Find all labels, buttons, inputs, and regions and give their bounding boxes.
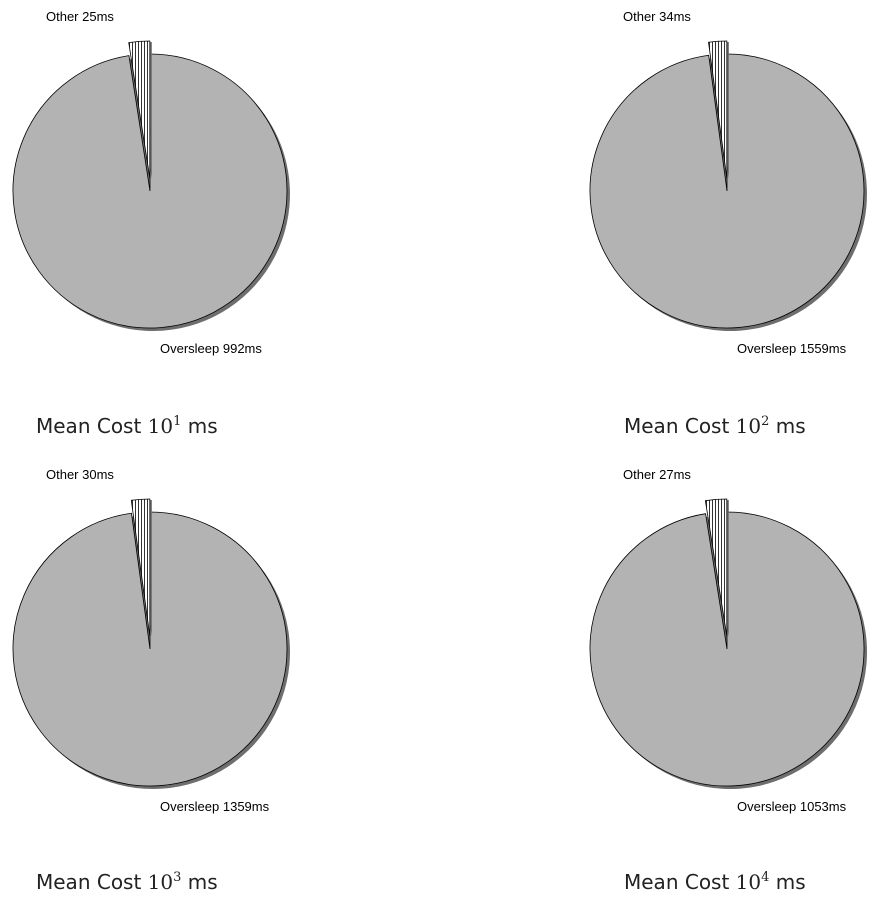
slice-oversleep [589,511,865,787]
pie-chart-2: Other 34ms Oversleep 1559ms Mean Cost 102… [577,0,877,440]
pie-svg: Other 27ms Oversleep 1053ms [589,467,868,814]
slice-label-other: Other 27ms [623,467,691,482]
caption-unit: ms [775,414,806,438]
caption-base: 10 [147,870,174,894]
caption-unit: ms [187,870,218,894]
caption-base: 10 [735,414,762,438]
slice-label-oversleep: Oversleep 1359ms [160,799,270,814]
chart-caption: Mean Cost 104 ms [624,870,806,894]
pie-chart-1: Other 25ms Oversleep 992ms Mean Cost 101 … [0,0,300,440]
caption-base: 10 [147,414,174,438]
pie-chart-4: Other 27ms Oversleep 1053ms Mean Cost 104… [577,458,877,898]
slice-other [704,498,728,637]
slice-other [708,40,728,179]
slice-oversleep [12,511,288,787]
slice-label-other: Other 25ms [46,9,114,24]
caption-unit: ms [187,414,218,438]
chart-caption: Mean Cost 103 ms [36,870,218,894]
caption-exponent: 4 [761,870,770,885]
caption-base: 10 [735,870,762,894]
pie-svg: Other 30ms Oversleep 1359ms [12,467,291,814]
slice-other [130,498,151,637]
caption-unit: ms [775,870,806,894]
slice-label-other: Other 34ms [623,9,691,24]
slice-label-other: Other 30ms [46,467,114,482]
slice-label-oversleep: Oversleep 992ms [160,341,262,356]
slice-oversleep [12,53,288,329]
pie-svg: Other 25ms Oversleep 992ms [12,9,290,356]
chart-caption: Mean Cost 102 ms [624,414,806,438]
caption-exponent: 2 [761,414,770,429]
slice-label-oversleep: Oversleep 1053ms [737,799,847,814]
caption-exponent: 3 [173,870,182,885]
caption-exponent: 1 [173,414,182,429]
caption-prefix: Mean Cost [36,414,142,438]
caption-prefix: Mean Cost [36,870,142,894]
pie-chart-3: Other 30ms Oversleep 1359ms Mean Cost 103… [0,458,300,898]
pie-svg: Other 34ms Oversleep 1559ms [589,9,867,356]
slice-label-oversleep: Oversleep 1559ms [737,341,847,356]
slice-other [128,40,151,179]
slice-oversleep [589,53,865,329]
caption-prefix: Mean Cost [624,870,730,894]
caption-prefix: Mean Cost [624,414,730,438]
chart-caption: Mean Cost 101 ms [36,414,218,438]
